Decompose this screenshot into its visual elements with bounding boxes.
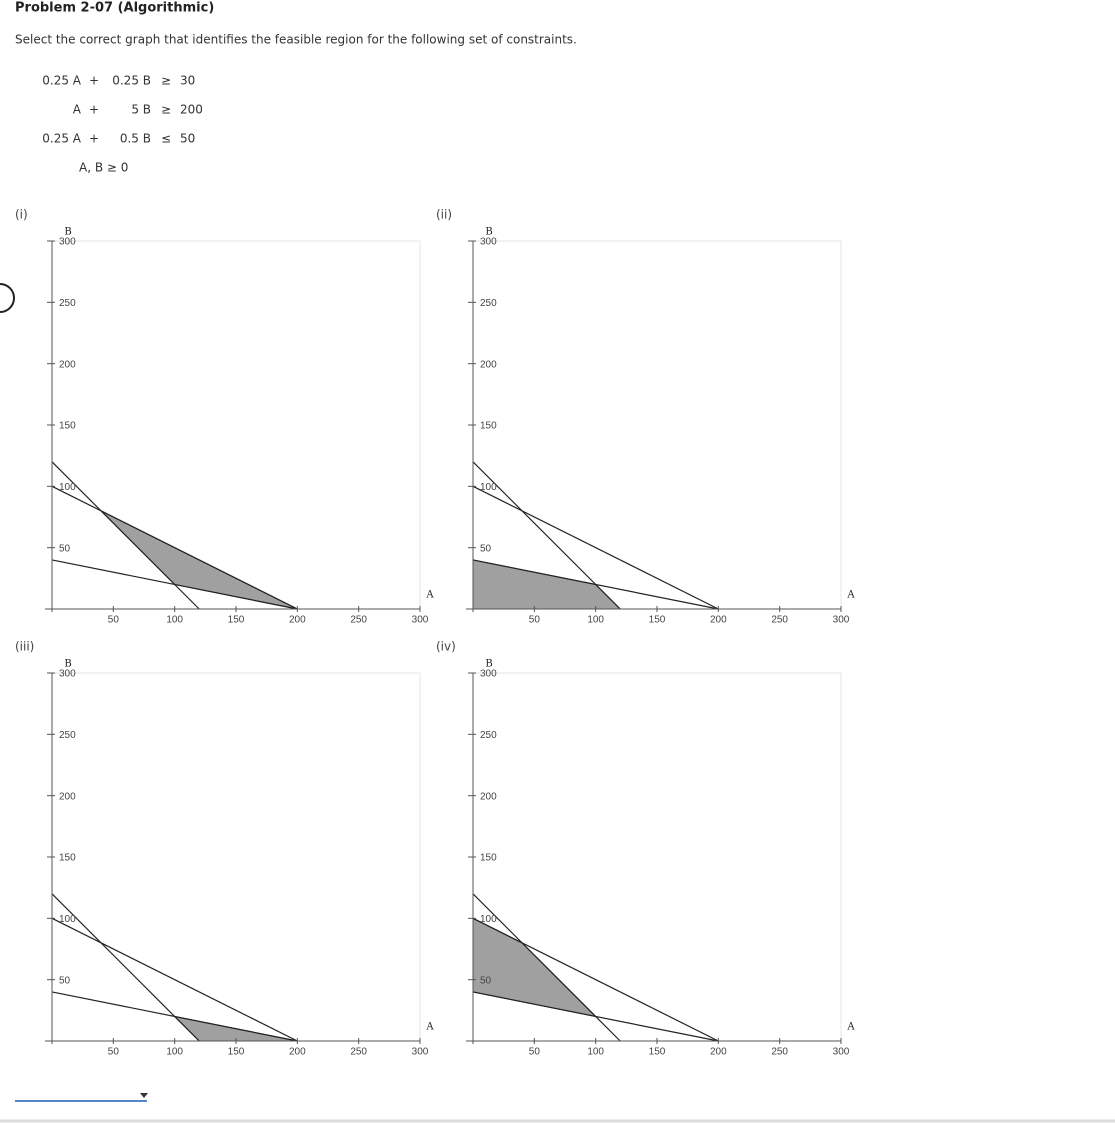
x-tick-label: 250 — [771, 1047, 788, 1058]
y-tick-label: 200 — [480, 791, 497, 802]
constraint-text: ≥ — [161, 74, 171, 88]
constraint-text: 200 — [180, 103, 203, 117]
y-tick-label: 250 — [480, 298, 497, 309]
option-label: (iv) — [436, 640, 456, 654]
x-tick-label: 150 — [228, 1047, 245, 1058]
option-label: (i) — [15, 208, 28, 222]
y-tick-label: 300 — [59, 669, 76, 680]
y-tick-label: 150 — [480, 853, 497, 864]
y-tick-label: 150 — [480, 421, 497, 432]
y-axis-label: B — [485, 227, 492, 238]
y-tick-label: 200 — [480, 359, 497, 370]
y-tick-label: 250 — [59, 298, 76, 309]
constraint-text: 5 B — [131, 103, 151, 117]
problem-title: Problem 2-07 (Algorithmic) — [15, 1, 214, 16]
x-tick-label: 150 — [649, 1047, 666, 1058]
y-tick-label: 150 — [59, 421, 76, 432]
x-tick-label: 200 — [710, 1047, 727, 1058]
x-tick-label: 150 — [649, 615, 666, 626]
constraint-line — [472, 917, 719, 1042]
x-axis-label: A — [425, 590, 434, 601]
constraint-text: + — [89, 103, 99, 117]
instruction: Select the correct graph that identifies… — [15, 33, 577, 47]
side-handle — [0, 283, 15, 313]
y-tick-label: 50 — [59, 975, 71, 986]
option-label: (ii) — [436, 208, 452, 222]
constraint-text: + — [89, 74, 99, 88]
x-axis-label: A — [846, 1022, 855, 1033]
y-tick-label: 100 — [480, 914, 497, 925]
x-axis-label: A — [425, 1022, 434, 1033]
x-axis-label: A — [846, 590, 855, 601]
x-tick-label: 300 — [412, 615, 429, 626]
y-tick-label: 100 — [480, 482, 497, 493]
constraint-text: + — [89, 132, 99, 146]
y-tick-label: 250 — [59, 730, 76, 741]
x-tick-label: 250 — [350, 1047, 367, 1058]
y-axis-label: B — [64, 659, 71, 670]
plot-frame — [51, 240, 421, 610]
constraint-text: ≤ — [161, 132, 171, 146]
x-tick-label: 200 — [710, 615, 727, 626]
y-tick-label: 200 — [59, 359, 76, 370]
y-tick-label: 50 — [480, 543, 492, 554]
plot-frame — [472, 240, 842, 610]
x-tick-label: 100 — [166, 1047, 183, 1058]
y-axis-label: B — [64, 227, 71, 238]
x-tick-label: 200 — [289, 615, 306, 626]
x-tick-label: 50 — [108, 1047, 120, 1058]
x-tick-label: 150 — [228, 615, 245, 626]
y-tick-label: 100 — [59, 482, 76, 493]
x-tick-label: 250 — [771, 615, 788, 626]
constraint-line — [51, 917, 298, 1042]
constraint-text: A — [73, 103, 82, 117]
y-axis-label: B — [485, 659, 492, 670]
y-tick-label: 50 — [59, 543, 71, 554]
constraint-text: 0.25 A — [42, 74, 82, 88]
constraint-line — [472, 991, 719, 1042]
constraint-line — [51, 485, 298, 610]
x-tick-label: 300 — [412, 1047, 429, 1058]
x-tick-label: 50 — [529, 615, 541, 626]
constraint-text: 30 — [180, 74, 195, 88]
constraint-text: 0.5 B — [120, 132, 151, 146]
constraint-text: 0.25 A — [42, 132, 82, 146]
select-arrow — [140, 1093, 148, 1098]
constraint-line — [51, 991, 298, 1042]
x-tick-label: 100 — [166, 615, 183, 626]
x-tick-label: 50 — [529, 1047, 541, 1058]
x-tick-label: 300 — [833, 1047, 850, 1058]
answer-select[interactable] — [15, 1093, 148, 1102]
x-tick-label: 250 — [350, 615, 367, 626]
x-tick-label: 50 — [108, 615, 120, 626]
constraint-line — [51, 559, 298, 610]
y-tick-label: 300 — [59, 237, 76, 248]
constraint-text: 50 — [180, 132, 195, 146]
y-tick-label: 150 — [59, 853, 76, 864]
y-tick-label: 300 — [480, 237, 497, 248]
y-tick-label: 50 — [480, 975, 492, 986]
constraint-text: ≥ — [161, 103, 171, 117]
y-tick-label: 200 — [59, 791, 76, 802]
constraint-line — [472, 485, 719, 610]
x-tick-label: 200 — [289, 1047, 306, 1058]
x-tick-label: 100 — [587, 1047, 604, 1058]
x-tick-label: 300 — [833, 615, 850, 626]
feasible-region — [472, 917, 598, 1018]
constraint-text: 0.25 B — [112, 74, 151, 88]
x-tick-label: 100 — [587, 615, 604, 626]
plot-frame — [51, 672, 421, 1042]
y-tick-label: 300 — [480, 669, 497, 680]
y-tick-label: 250 — [480, 730, 497, 741]
option-label: (iii) — [15, 640, 34, 654]
constraint-text: A, B ≥ 0 — [79, 161, 128, 175]
y-tick-label: 100 — [59, 914, 76, 925]
constraint-line — [472, 559, 719, 610]
